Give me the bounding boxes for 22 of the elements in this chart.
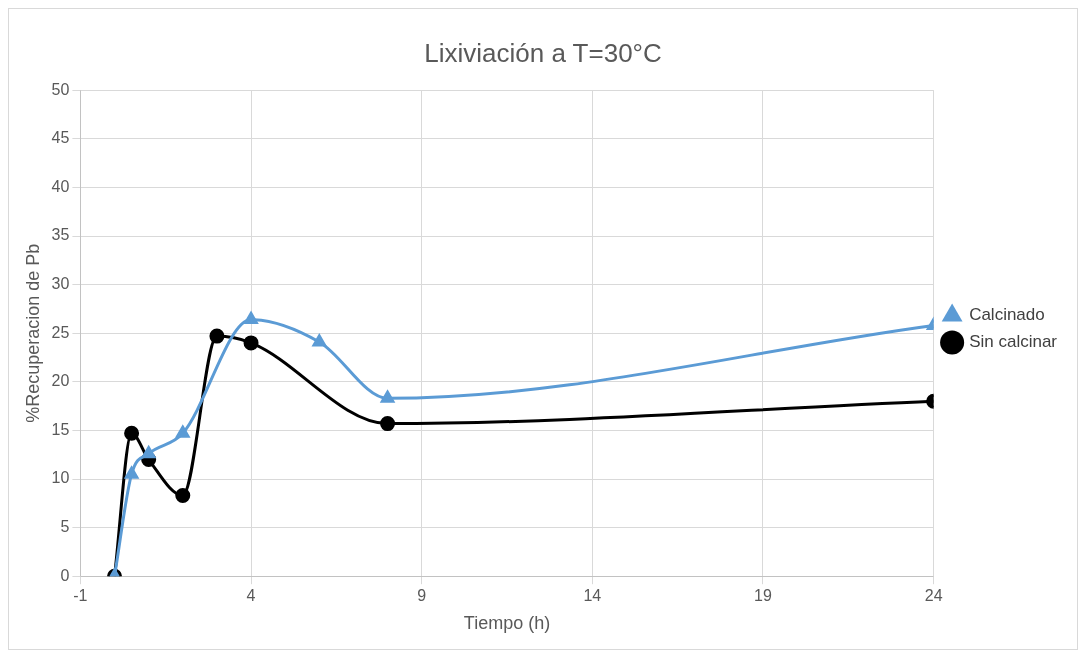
y-tick-label: 30 [51,275,70,293]
y-axis-title: %Recuperacion de Pb [22,243,43,423]
x-tick-label: 24 [924,587,943,605]
x-tick-label: 14 [583,587,602,605]
y-tick-label: 40 [51,177,70,195]
y-tick-label: 10 [51,469,70,487]
y-tick-label: 45 [51,129,70,147]
x-tick-label: 9 [417,587,427,605]
y-tick-label: 15 [51,420,70,438]
x-axis-title: Tiempo (h) [463,613,551,634]
y-tick-label: 50 [51,80,70,98]
legend-label: Calcinado [969,305,1045,325]
legend-label: Sin calcinar [969,332,1058,352]
y-tick-label: 35 [51,226,70,244]
y-tick-label: 20 [51,372,70,390]
chart-title: Lixiviación a T=30°C [424,37,662,68]
x-tick-label: -1 [73,587,88,605]
x-tick-label: 19 [754,587,772,605]
y-tick-label: 5 [60,518,70,536]
x-tick-label: 4 [246,587,256,605]
y-tick-label: 0 [60,566,70,584]
y-tick-label: 25 [51,323,70,341]
